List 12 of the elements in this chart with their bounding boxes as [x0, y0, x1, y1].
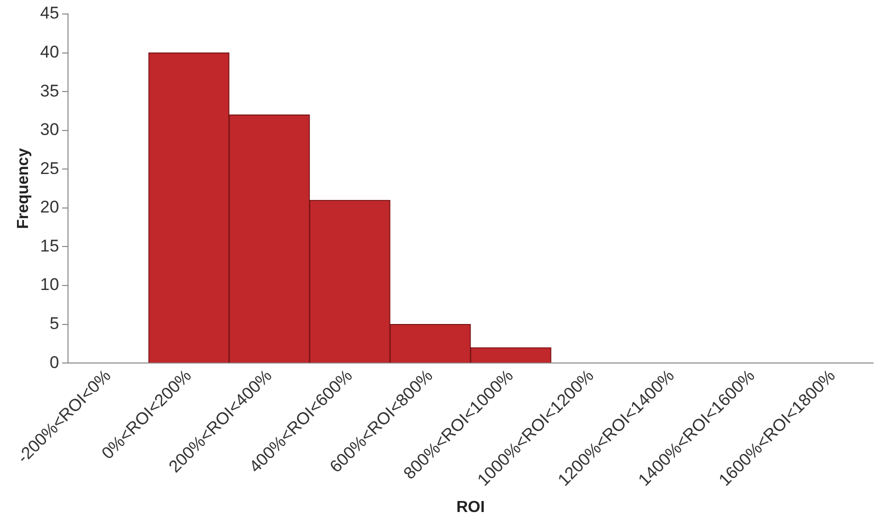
y-tick-label: 10 — [40, 275, 60, 294]
y-tick-label: 0 — [50, 352, 60, 372]
y-tick-label: 45 — [40, 4, 60, 23]
y-tick-label: 30 — [40, 120, 60, 140]
y-tick-label: 25 — [40, 158, 60, 178]
y-tick-label: 5 — [50, 314, 60, 333]
x-axis-title: ROI — [456, 498, 485, 516]
y-tick-label: 35 — [40, 81, 60, 100]
y-axis-title: Frequency — [15, 148, 32, 230]
y-tick-label: 15 — [40, 236, 60, 256]
y-tick-label: 20 — [40, 198, 60, 217]
y-tick-label: 40 — [40, 42, 60, 62]
